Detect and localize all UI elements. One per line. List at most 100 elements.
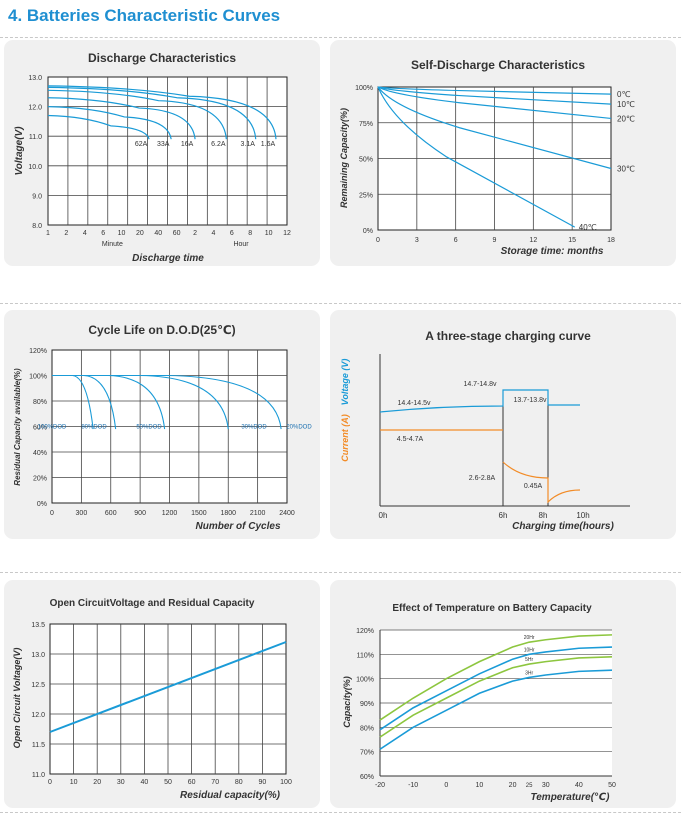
y-tick-label: 110% — [357, 652, 374, 659]
chart-title: Effect of Temperature on Battery Capacit… — [392, 603, 592, 614]
x-tick-label: 40 — [575, 782, 583, 789]
x-tick-label: 4 — [83, 230, 87, 237]
y-tick-label: 80% — [33, 399, 47, 406]
x-sublabel-hour: Hour — [233, 241, 249, 248]
series-label: 20%DOD — [286, 425, 312, 431]
x-axis-label: Temperature(℃) — [531, 792, 611, 803]
y-tick-label: 12.0 — [28, 105, 42, 112]
x-tick-label: 50 — [164, 779, 172, 786]
series-label: 1.6A — [261, 141, 276, 148]
x-tick-label: 1200 — [162, 510, 178, 517]
x-tick-label: 60 — [173, 230, 181, 237]
divider — [0, 303, 681, 304]
charging-curve-panel: A three-stage charging curve 0h 6h 8h 10h Cha… — [330, 310, 676, 539]
chart-title: A three-stage charging curve — [425, 329, 591, 343]
x-tick-label: 2100 — [250, 510, 266, 517]
current-curve — [380, 429, 581, 504]
x-tick-label: 30 — [117, 779, 125, 786]
annotation-label: 13.7-13.8v — [513, 397, 547, 404]
x-tick-label: 60 — [188, 779, 196, 786]
x-tick-label: 12 — [283, 230, 291, 237]
x-tick-label: 0 — [376, 237, 380, 244]
annotation-label: 14.4-14.5v — [397, 400, 431, 407]
series-label: 20Hr — [524, 635, 535, 641]
y-axis-label: Remaining Capacity(%) — [339, 108, 349, 208]
cycle-life-panel: Cycle Life on D.O.D(25℃) 0% 20% 40% 60% 80% 10… — [4, 310, 320, 539]
y-tick-label: 100% — [29, 374, 47, 381]
annotation-label: 0.45A — [524, 483, 543, 490]
series-label: 80%DOD — [81, 425, 107, 431]
series-label: 3.1A — [241, 141, 256, 148]
y-tick-label: 13.0 — [31, 652, 45, 659]
discharge-curve — [47, 89, 227, 140]
x-tick-label: 50 — [608, 782, 616, 789]
x-tick-label: 6 — [230, 230, 234, 237]
y-axis-label: Residual Capacity available(%) — [13, 368, 22, 486]
self-discharge-curve — [377, 86, 576, 228]
voltage-curve — [379, 389, 580, 413]
x-tick-label: 8 — [248, 230, 252, 237]
series-label: 3Hr — [525, 670, 533, 676]
x-tick-label: 300 — [76, 510, 88, 517]
series-label: 30℃ — [617, 165, 635, 174]
y-tick-label: 11.0 — [29, 134, 42, 141]
divider — [0, 812, 681, 813]
x-tick-label: 90 — [259, 779, 267, 786]
x-tick-label: 30 — [542, 782, 550, 789]
y-tick-label: 0% — [37, 501, 47, 508]
series-label: 20℃ — [617, 114, 635, 123]
y-axis-label: Capacity(%) — [342, 676, 352, 728]
series-label: 30%DOD — [241, 425, 267, 431]
x-tick-label: 2 — [193, 230, 197, 237]
x-tick-label: 10 — [118, 230, 126, 237]
section-heading: 4. Batteries Characteristic Curves — [8, 6, 281, 25]
series-label: 0℃ — [617, 90, 630, 99]
y-tick-label: 50% — [359, 157, 373, 164]
x-tick-label: 0 — [48, 779, 52, 786]
y-axis-label: Open Circuit Voltage(V) — [12, 648, 22, 749]
series-label: 40℃ — [579, 223, 597, 232]
self-discharge-curve — [377, 86, 612, 120]
capacity-curve — [379, 646, 613, 731]
discharge-curve — [47, 86, 257, 140]
series-label: 62A — [135, 141, 148, 148]
y-tick-label: 60% — [360, 774, 374, 781]
x-tick-label: 70 — [211, 779, 219, 786]
x-tick-label: 10 — [70, 779, 78, 786]
x-tick-label: 40 — [154, 230, 162, 237]
series-label: 16A — [181, 141, 194, 148]
x-axis-label: Charging time(hours) — [512, 521, 614, 532]
x-tick-label: 40 — [141, 779, 149, 786]
x-tick-label: 6 — [454, 237, 458, 244]
discharge-curve — [47, 114, 150, 140]
y-tick-label: 20% — [33, 476, 47, 483]
chart-title: Self-Discharge Characteristics — [411, 58, 585, 72]
chart-title: Cycle Life on D.O.D(25℃) — [88, 323, 235, 337]
y-tick-label: 11.5 — [32, 742, 45, 749]
temperature-capacity-panel: Effect of Temperature on Battery Capacit… — [330, 580, 676, 808]
x-axis-label: Discharge time — [132, 253, 204, 264]
x-tick-label: 20 — [509, 782, 517, 789]
x-tick-label: 10 — [476, 782, 484, 789]
x-tick-label: 4 — [212, 230, 216, 237]
x-tick-label: 900 — [134, 510, 146, 517]
series-label: 100%DOD — [38, 425, 67, 431]
y-tick-label: 75% — [359, 121, 373, 128]
discharge-curve — [47, 106, 172, 140]
divider — [0, 572, 681, 573]
chart-title: Open CircuitVoltage and Residual Capacit… — [50, 598, 255, 609]
y-tick-label: 100% — [356, 677, 374, 684]
y-tick-label: 90% — [360, 701, 374, 708]
x-tick-label: 80 — [235, 779, 243, 786]
series-label: 33A — [157, 141, 170, 148]
self-discharge-panel: Self-Discharge Characteristics 0% 25% 50% 75… — [330, 40, 676, 266]
annotation-label: 4.5-4.7A — [397, 436, 424, 443]
x-tick-label: 6 — [101, 230, 105, 237]
y-tick-label: 12.5 — [31, 682, 45, 689]
capacity-curve — [379, 669, 613, 750]
y-tick-label: 120% — [356, 628, 374, 635]
self-discharge-curve — [377, 86, 612, 105]
x-tick-label: 20 — [93, 779, 101, 786]
x-tick-label: 6h — [499, 511, 508, 520]
cycle-life-curve — [52, 374, 282, 430]
